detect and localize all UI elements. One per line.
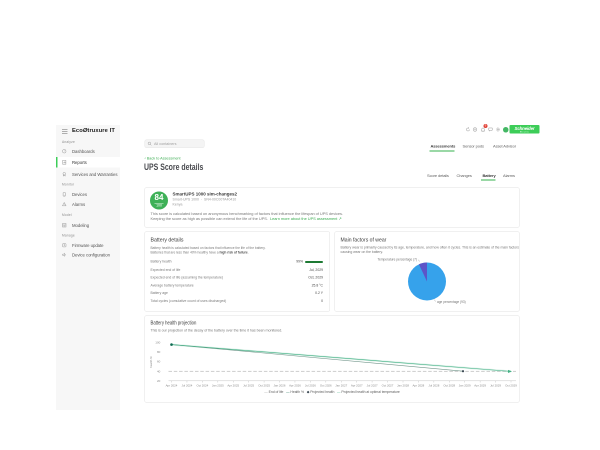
svg-text:Jul 2027: Jul 2027 [367,384,378,388]
svg-text:Temperature percentage (7): Temperature percentage (7) [377,257,417,261]
svg-text:60: 60 [157,360,161,364]
svg-text:Jul 2029: Jul 2029 [490,384,501,388]
svg-text:Apr 2029: Apr 2029 [474,384,486,388]
svg-text:Jan 2025: Jan 2025 [212,384,224,388]
svg-text:20: 20 [157,379,161,383]
svg-text:40: 40 [157,369,161,373]
svg-text:Jan 2027: Jan 2027 [335,384,347,388]
svg-text:Jul 2025: Jul 2025 [243,384,254,388]
svg-text:80: 80 [157,350,161,354]
svg-text:Apr 2026: Apr 2026 [289,384,301,388]
svg-text:100: 100 [155,340,160,344]
svg-text:Oct 2026: Oct 2026 [320,384,332,388]
svg-text:Oct 2028: Oct 2028 [443,384,455,388]
svg-text:Oct 2025: Oct 2025 [258,384,270,388]
svg-text:Apr 2024: Apr 2024 [166,384,178,388]
svg-text:Jan 2028: Jan 2028 [397,384,409,388]
svg-text:Jul 2028: Jul 2028 [428,384,439,388]
svg-text:Oct 2029: Oct 2029 [505,384,517,388]
svg-text:Oct 2027: Oct 2027 [382,384,394,388]
svg-text:age percentage (93): age percentage (93) [437,300,466,304]
svg-text:Jan 2029: Jan 2029 [459,384,471,388]
svg-text:Jul 2024: Jul 2024 [181,384,192,388]
svg-text:Apr 2025: Apr 2025 [227,384,239,388]
svg-text:Apr 2027: Apr 2027 [351,384,363,388]
svg-text:Jul 2026: Jul 2026 [305,384,316,388]
svg-text:Apr 2028: Apr 2028 [413,384,425,388]
svg-text:health %: health % [149,356,153,368]
svg-text:Jan 2026: Jan 2026 [274,384,286,388]
svg-text:Oct 2024: Oct 2024 [196,384,208,388]
